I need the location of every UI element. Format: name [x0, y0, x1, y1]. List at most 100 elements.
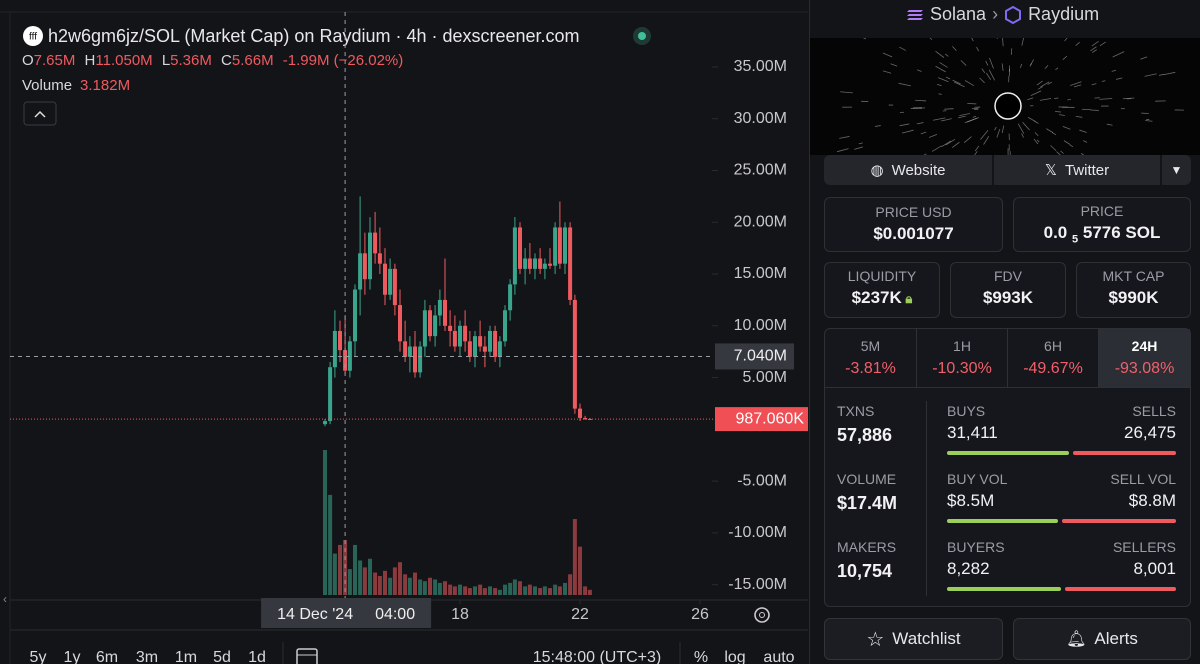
volume-bar — [527, 584, 532, 595]
range-button[interactable]: 1d — [248, 649, 266, 664]
candle-body — [568, 227, 573, 300]
last-price-box — [715, 407, 808, 432]
volume-bar — [353, 544, 357, 595]
candle-body — [518, 227, 522, 269]
volume-bar — [473, 586, 477, 595]
volume-bar — [418, 579, 423, 595]
volume-bar — [323, 450, 327, 595]
star-streak — [985, 72, 992, 80]
star-streak — [1055, 67, 1059, 71]
candle-body — [563, 227, 567, 264]
volume-bar — [538, 588, 543, 595]
volume-bar — [388, 577, 393, 595]
ohlc-key: L — [162, 52, 170, 69]
star-streak — [840, 91, 853, 94]
log-toggle[interactable]: log — [724, 649, 745, 664]
alerts-button[interactable]: 🔔︎ Alerts — [1013, 618, 1191, 660]
star-streak — [915, 99, 927, 102]
auto-toggle[interactable]: auto — [763, 649, 794, 664]
volume-bar — [413, 572, 417, 595]
range-button[interactable]: 1y — [64, 649, 81, 664]
timeframe-tab[interactable]: 5M -3.81% — [825, 329, 916, 387]
star-streak — [994, 126, 997, 131]
star-streak — [1037, 86, 1043, 90]
volume-bar — [377, 576, 382, 595]
candle-body — [452, 330, 457, 347]
star-streak — [1060, 150, 1064, 154]
candle-body — [362, 253, 367, 280]
volume-legend: Volume 3.182M — [22, 77, 130, 94]
candle-body — [542, 263, 547, 269]
y-tick-label: 25.00M — [734, 162, 787, 179]
metric-card: FDV $993K — [950, 262, 1066, 318]
volume-bar — [568, 574, 573, 595]
timeframe-tab[interactable]: 24H -93.08% — [1098, 329, 1190, 387]
ohlc-low: 5.36M — [170, 52, 212, 69]
more-links[interactable]: ▼ — [1162, 155, 1191, 185]
twitter-button[interactable]: 𝕏 Twitter — [994, 155, 1160, 185]
candle-body — [407, 346, 412, 357]
dex[interactable]: Raydium — [1028, 4, 1100, 24]
range-button[interactable]: 5d — [213, 649, 231, 664]
volume-value: $17.4M — [837, 493, 898, 513]
star-streak — [972, 115, 977, 118]
volume-bar — [488, 586, 492, 595]
star-streak — [941, 118, 952, 122]
timeframe-label: 24H — [1131, 338, 1158, 354]
price-usd-label: PRICE USD — [875, 204, 952, 220]
volume-bar — [572, 519, 577, 595]
candle-body — [392, 268, 397, 306]
volume-bar — [503, 584, 507, 595]
candle-body — [358, 253, 363, 290]
range-button[interactable]: 3m — [136, 649, 158, 664]
range-button[interactable]: 5y — [30, 649, 47, 664]
star-streak — [862, 38, 867, 40]
star-streak — [1002, 38, 1004, 47]
calendar-icon[interactable] — [296, 648, 318, 664]
star-streak — [1036, 80, 1043, 86]
txns-value: 57,886 — [837, 425, 893, 445]
star-streak — [945, 76, 951, 80]
range-button[interactable]: 6m — [96, 649, 118, 664]
candle-body — [548, 263, 552, 266]
candle-body — [338, 330, 342, 351]
star-streak — [945, 138, 956, 146]
star-streak — [1001, 63, 1004, 71]
star-streak — [1063, 140, 1071, 145]
volume-bar — [368, 558, 372, 595]
candle-body — [353, 289, 357, 342]
website-button[interactable]: ◍ Website — [824, 155, 992, 185]
star-streak — [1140, 56, 1148, 60]
watchlist-button[interactable]: ☆ Watchlist — [824, 618, 1003, 660]
star-streak — [898, 82, 911, 87]
clock: 15:48:00 (UTC+3) — [533, 649, 662, 664]
sellers-label: SELLERS — [1112, 539, 1176, 555]
collapse-arrow[interactable]: ‹ — [3, 592, 7, 606]
star-streak — [920, 131, 927, 135]
volume-bar — [497, 589, 502, 595]
star-streak — [899, 123, 910, 127]
candle-body — [473, 336, 477, 357]
volume-bar — [578, 546, 582, 595]
star-streak — [966, 117, 980, 123]
price-rest: 5776 SOL — [1082, 223, 1161, 242]
collapse-legend[interactable] — [23, 101, 57, 126]
range-button[interactable]: 1m — [175, 649, 197, 664]
settings-icon[interactable] — [754, 607, 770, 623]
chain[interactable]: Solana — [930, 4, 987, 24]
chart-bg — [0, 0, 808, 664]
star-streak — [836, 148, 849, 153]
star-streak — [1030, 59, 1035, 66]
chart: ‹ fff h2w6gm6jz/SOL (Market Cap) on Rayd… — [0, 0, 808, 664]
candle-body — [332, 330, 337, 368]
sell_vol-label: SELL VOL — [1110, 471, 1176, 487]
star-streak — [939, 62, 948, 68]
star-streak — [952, 46, 957, 52]
volume-bar — [362, 567, 367, 595]
star-streak — [1052, 132, 1057, 136]
timeframe-tab[interactable]: 6H -49.67% — [1007, 329, 1098, 387]
star-streak — [935, 65, 946, 73]
percent-toggle[interactable]: % — [694, 649, 708, 664]
price-lead: 0.0 — [1043, 223, 1068, 242]
timeframe-tab[interactable]: 1H -10.30% — [916, 329, 1007, 387]
